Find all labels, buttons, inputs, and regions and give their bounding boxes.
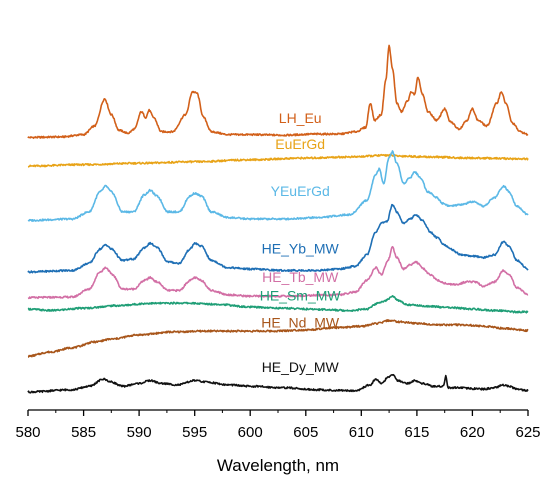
series-line-he-sm-mw — [27, 295, 529, 314]
series-label-lh-eu: LH_Eu — [279, 110, 322, 126]
series-line-lh-eu — [27, 44, 529, 140]
x-tick-label-580: 580 — [15, 424, 40, 441]
series-labels: LH_Eu EuErGd YEuErGd HE_Yb_MW HE_Tb_MW HE_Sm_… — [260, 110, 342, 375]
series-line-euergd — [27, 153, 529, 168]
series-line-he-tb-mw — [27, 245, 529, 300]
x-tick-label-595: 595 — [182, 424, 207, 441]
x-tick-label-625: 625 — [515, 424, 540, 441]
series-label-he-nd-mw: HE_Nd_MW — [261, 315, 340, 331]
series-label-he-dy-mw: HE_Dy_MW — [262, 359, 340, 375]
series-line-he-yb-mw — [27, 203, 529, 274]
x-tick-label-590: 590 — [127, 424, 152, 441]
series-label-he-yb-mw: HE_Yb_MW — [262, 240, 340, 256]
series-label-yeuergd: YEuErGd — [271, 183, 330, 199]
x-tick-label-610: 610 — [349, 424, 374, 441]
series-line-he-dy-mw — [27, 373, 529, 394]
x-tick-label-605: 605 — [293, 424, 318, 441]
series-layer — [27, 44, 529, 394]
series-label-he-sm-mw: HE_Sm_MW — [260, 288, 342, 304]
x-axis: 580 585 590 595 600 605 610 615 620 625 — [15, 409, 541, 441]
x-axis-ticks: 580 585 590 595 600 605 610 615 620 625 — [15, 410, 541, 441]
x-tick-label-615: 615 — [404, 424, 429, 441]
series-label-euergd: EuErGd — [275, 136, 325, 152]
series-line-he-nd-mw — [27, 319, 529, 358]
series-line-yeuergd — [27, 150, 529, 222]
x-axis-title: Wavelength, nm — [217, 456, 339, 475]
x-tick-label-620: 620 — [460, 424, 485, 441]
x-tick-label-600: 600 — [238, 424, 263, 441]
series-label-he-tb-mw: HE_Tb_MW — [262, 269, 339, 285]
x-tick-label-585: 585 — [71, 424, 96, 441]
